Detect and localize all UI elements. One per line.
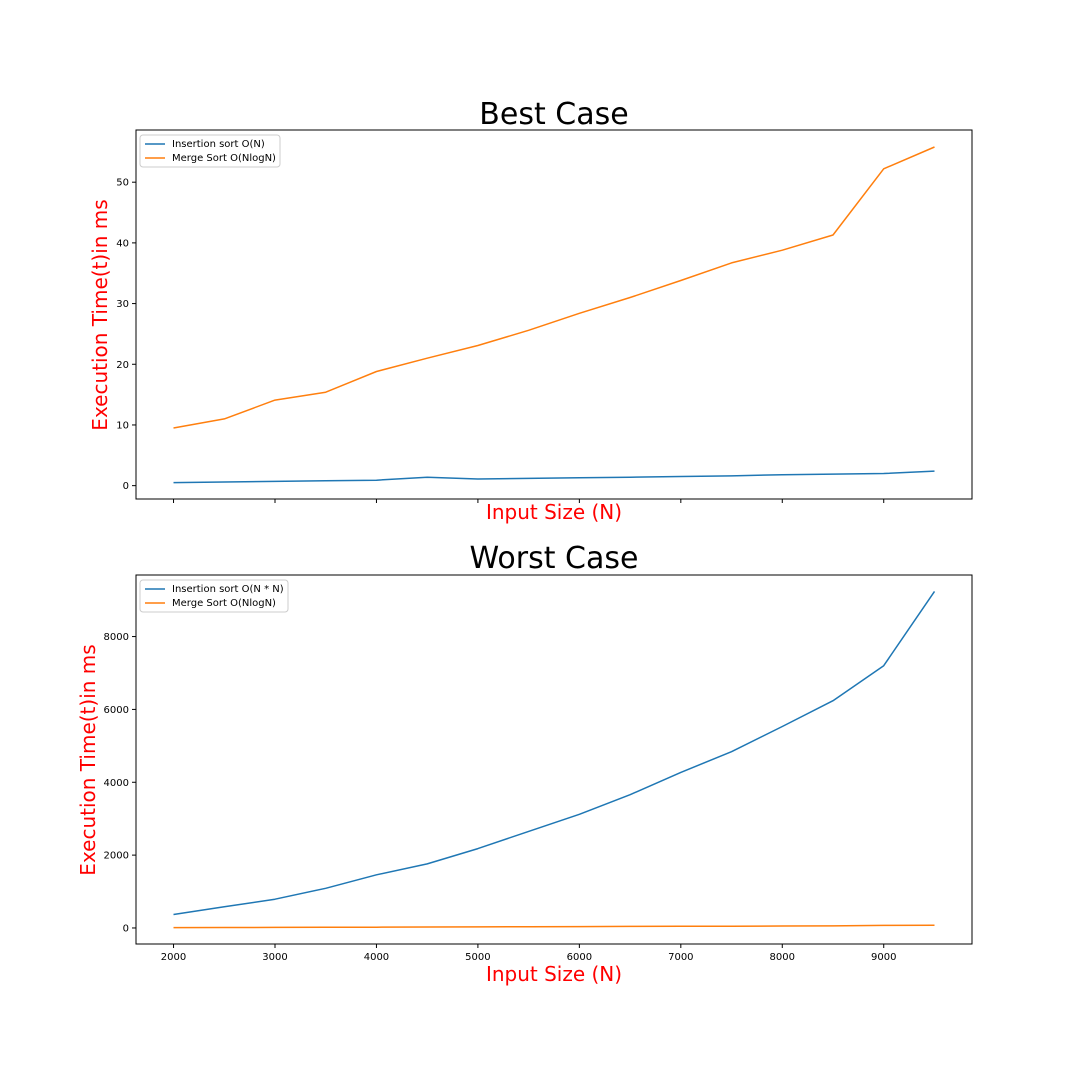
legend-box <box>139 134 281 168</box>
y-tick-label: 2000 <box>104 851 129 862</box>
best-case-ticks: 0 10 20 30 40 50 <box>116 178 885 503</box>
y-tick-label: 20 <box>116 360 129 371</box>
legend-label-merge: Merge Sort O(NlogN) <box>172 153 276 164</box>
x-tick-label: 5000 <box>465 952 490 963</box>
x-tick-label: 7000 <box>668 952 693 963</box>
best-case-xlabel: Input Size (N) <box>486 500 622 524</box>
worst-case-ticks: 0 2000 4000 6000 8000 2000 3000 4000 5000 6000 700… <box>104 632 897 963</box>
best-case-frame <box>135 129 973 500</box>
x-tick-label: 2000 <box>161 952 186 963</box>
series-line-merge-sort-o-nlogn <box>173 146 935 429</box>
x-tick-label: 3000 <box>262 952 287 963</box>
x-tick-label: 6000 <box>567 952 592 963</box>
series-line-merge-sort-o-nlogn <box>173 924 935 929</box>
best-case-ylabel: Execution Time(t)in ms <box>88 199 112 430</box>
legend-label-insertion: Insertion sort O(N * N) <box>172 584 284 595</box>
series-line-insertion-sort-o-n-n <box>173 590 936 916</box>
y-tick-label: 6000 <box>104 705 129 716</box>
worst-case-subplot: Worst Case Execution Time(t)in ms Input … <box>76 541 973 986</box>
y-tick-label: 10 <box>116 420 129 431</box>
best-case-lines <box>173 146 935 484</box>
worst-case-title: Worst Case <box>470 541 639 576</box>
y-tick-label: 50 <box>116 178 129 189</box>
y-tick-label: 0 <box>123 481 129 492</box>
y-tick-label: 40 <box>116 238 129 249</box>
worst-case-ylabel: Execution Time(t)in ms <box>76 644 100 875</box>
legend-box <box>139 579 289 613</box>
worst-case-lines <box>173 590 936 929</box>
x-tick-label: 4000 <box>364 952 389 963</box>
best-case-legend: Insertion sort O(N) Merge Sort O(NlogN) <box>139 134 281 168</box>
legend-label-merge: Merge Sort O(NlogN) <box>172 598 276 609</box>
x-tick-label: 8000 <box>770 952 795 963</box>
y-tick-label: 8000 <box>104 632 129 643</box>
legend-label-insertion: Insertion sort O(N) <box>172 139 265 150</box>
series-line-insertion-sort-o-n <box>173 470 935 484</box>
worst-case-xlabel: Input Size (N) <box>486 962 622 986</box>
best-case-title: Best Case <box>479 97 628 132</box>
y-tick-label: 30 <box>116 299 129 310</box>
y-tick-label: 4000 <box>104 778 129 789</box>
x-tick-label: 9000 <box>871 952 896 963</box>
worst-case-legend: Insertion sort O(N * N) Merge Sort O(Nlo… <box>139 579 289 613</box>
worst-case-frame <box>135 574 973 945</box>
y-tick-label: 0 <box>123 923 129 934</box>
best-case-subplot: Best Case Execution Time(t)in ms Input S… <box>88 97 973 524</box>
